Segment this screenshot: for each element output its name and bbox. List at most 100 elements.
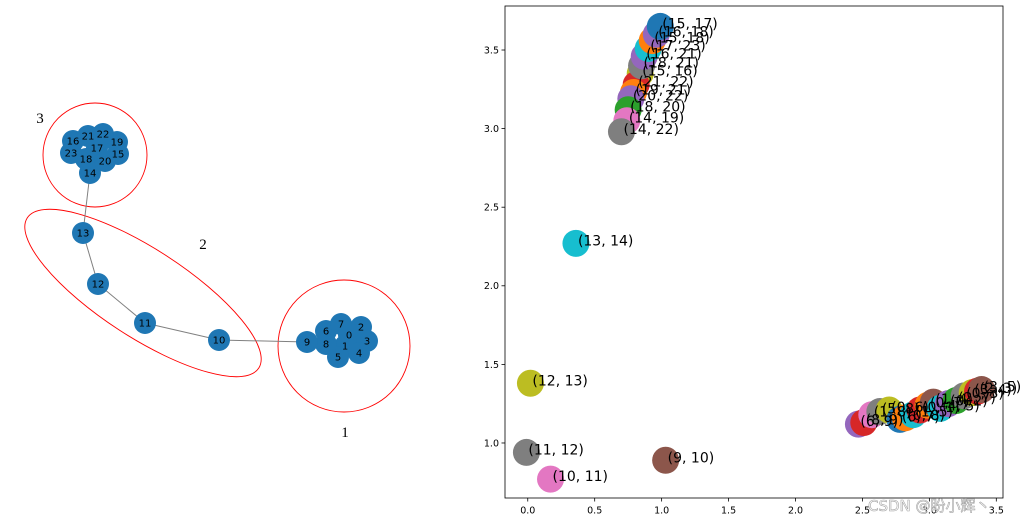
scatter-point-label: (19, 21): [636, 82, 691, 98]
node-label-8: 8: [323, 340, 329, 351]
scatter-point-label: (6, 7): [902, 409, 940, 425]
node-label-3: 3: [364, 337, 370, 348]
x-tick-label: 1.0: [654, 506, 669, 517]
node-23: [60, 142, 82, 164]
node-4: [348, 342, 370, 364]
node-label-2: 2: [358, 323, 364, 334]
node-9: [296, 331, 318, 353]
x-tick-label: 0.5: [587, 506, 602, 517]
node-7: [330, 313, 352, 335]
scatter-point-label: (21, 22): [638, 75, 693, 91]
group-2-label: 2: [199, 237, 207, 253]
scatter-point-label: (16, 21): [646, 46, 701, 62]
scatter-point: [516, 369, 544, 397]
node-label-12: 12: [92, 280, 105, 291]
scatter-point-label: (15, 18): [654, 31, 709, 47]
node-label-19: 19: [111, 138, 124, 149]
node-label-13: 13: [77, 229, 90, 240]
scatter-point-label: (18, 21): [644, 56, 699, 72]
node-label-23: 23: [65, 149, 78, 160]
scatter-point-label: (14, 19): [629, 111, 684, 127]
node-label-15: 15: [112, 150, 125, 161]
node-13: [72, 222, 94, 244]
network-nodes: [60, 123, 378, 368]
node-label-0: 0: [346, 331, 352, 342]
scatter-point: [537, 465, 565, 493]
group-3-outline: [42, 102, 148, 208]
y-tick-label: 1.0: [484, 438, 499, 449]
scatter-point-label: (11, 12): [528, 442, 583, 458]
axes-frame: [504, 5, 1004, 499]
node-11: [134, 312, 156, 334]
scatter-point-label: (16, 18): [658, 24, 713, 40]
y-tick-label: 2.5: [484, 203, 499, 214]
scatter-point-labels: (6, 9)(8, 9)(1, 8)(5, 8)(0, 6)(6, 7)(0, …: [528, 16, 1021, 485]
scatter-point-label: (14, 22): [623, 122, 678, 138]
x-tick-label: 3.5: [989, 506, 1004, 517]
group-3-label: 3: [36, 111, 44, 127]
node-label-18: 18: [80, 155, 93, 166]
node-label-21: 21: [82, 132, 95, 143]
scatter-point-label: (0, 1): [922, 400, 960, 416]
scatter-point-label: (6, 9): [860, 414, 898, 430]
x-tick-label: 2.5: [855, 506, 870, 517]
y-tick-label: 1.5: [484, 360, 499, 371]
scatter-point: [562, 229, 590, 257]
node-label-6: 6: [323, 327, 329, 338]
y-tick-label: 3.0: [484, 124, 499, 135]
scatter-point-label: (2, 7): [958, 391, 996, 407]
scatter-point-label: (3, 4): [974, 383, 1012, 399]
scatter-point-label: (20, 22): [633, 89, 688, 105]
node-22: [92, 123, 114, 145]
x-tick-label: 1.5: [721, 506, 736, 517]
scatter-point-label: (0, 3): [966, 386, 1004, 402]
scatter-point-label: (1, 5): [915, 405, 953, 421]
node-label-10: 10: [213, 336, 226, 347]
scatter-point: [646, 12, 674, 40]
x-tick-label: 2.0: [788, 506, 803, 517]
scatter-point: [607, 118, 635, 146]
scatter-point-label: (1, 8): [874, 405, 912, 421]
axis-ticks: 0.0 0.5 1.0 1.5 2.0 2.5 3.0 3.5 1.0 1.5 2.0 2.5 3.0 3…: [484, 45, 1004, 516]
scatter-point-label: (4, 5): [942, 398, 980, 414]
group-2-outline: [24, 208, 262, 378]
scatter-point-label: (15, 16): [642, 64, 697, 80]
node-label-5: 5: [335, 353, 341, 364]
scatter-point-label: (9, 10): [668, 450, 715, 466]
node-20: [94, 150, 116, 172]
scatter-point-label: (10, 11): [553, 469, 608, 485]
scatter-point: [512, 438, 540, 466]
edge-10-9: [218, 339, 308, 343]
group-1-outline: [277, 279, 411, 413]
scatter-points: [512, 12, 996, 493]
node-label-1: 1: [342, 342, 348, 353]
scatter-point: [968, 376, 996, 404]
network-edges: [82, 172, 308, 343]
scatter-point-label: (1, 4): [935, 392, 973, 408]
node-10: [208, 329, 230, 351]
node-label-9: 9: [304, 338, 310, 349]
node-8: [315, 333, 337, 355]
node-label-11: 11: [139, 319, 152, 330]
scatter-point-label: (3, 5): [984, 380, 1022, 396]
group-1-label: 1: [341, 425, 349, 441]
node-label-7: 7: [338, 320, 344, 331]
x-tick-label: 0.0: [520, 506, 535, 517]
y-tick-label: 3.5: [484, 45, 499, 56]
y-tick-label: 2.0: [484, 281, 499, 292]
node-label-4: 4: [356, 349, 362, 360]
scatter-point-label: (18, 20): [630, 100, 685, 116]
watermark: CSDN @盼小辉丶: [868, 497, 991, 515]
node-label-14: 14: [84, 169, 97, 180]
edge-11-10: [144, 322, 220, 341]
node-12: [87, 273, 109, 295]
scatter-point-label: (5, 8): [882, 402, 920, 418]
scatter-point-label: (0, 6): [891, 400, 929, 416]
scatter-point-label: (8, 9): [866, 413, 904, 429]
x-tick-label: 3.0: [922, 506, 937, 517]
scatter-point-label: (17, 23): [650, 38, 705, 54]
scatter-point-label: (2, 3): [980, 381, 1018, 397]
